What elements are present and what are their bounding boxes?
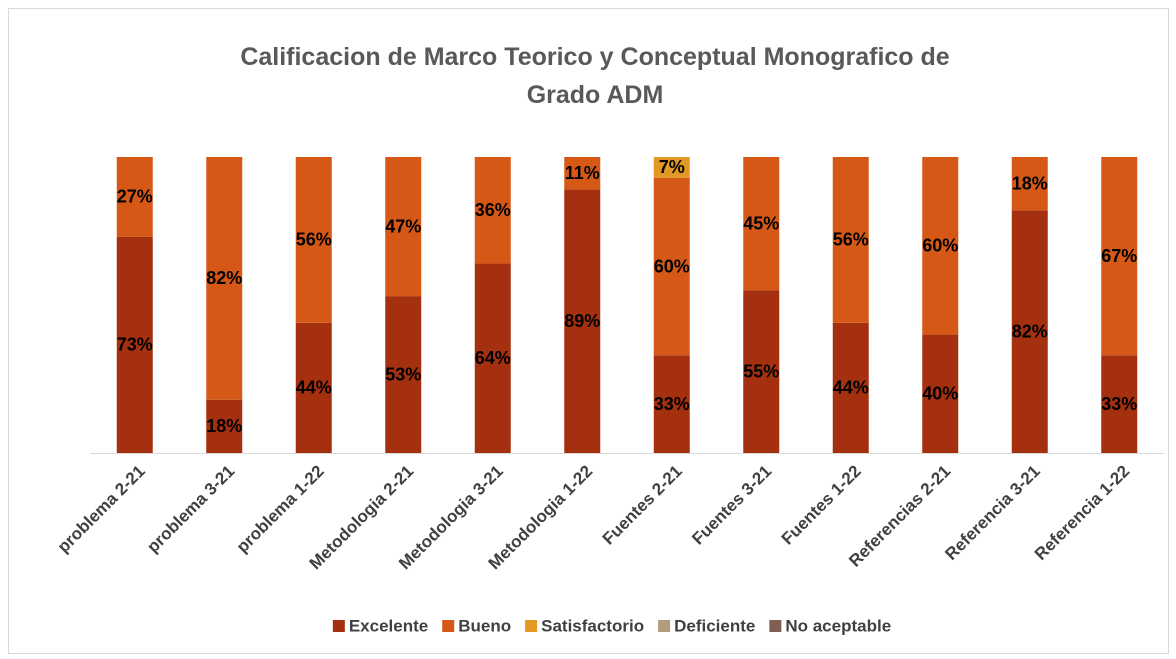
legend-swatch bbox=[332, 620, 345, 632]
data-label: 33% bbox=[654, 394, 690, 414]
data-label: 7% bbox=[659, 157, 685, 177]
data-label: 27% bbox=[117, 187, 153, 207]
data-label: 44% bbox=[296, 378, 332, 398]
bar-segment bbox=[474, 157, 511, 264]
data-label: 64% bbox=[475, 348, 511, 368]
legend-label: Satisfactorio bbox=[541, 616, 644, 635]
data-label: 67% bbox=[1101, 246, 1137, 266]
x-tick-label: problema 1-22 bbox=[233, 462, 328, 557]
data-label: 33% bbox=[1101, 394, 1137, 414]
data-label: 56% bbox=[833, 230, 869, 250]
legend-swatch bbox=[658, 620, 671, 632]
legend-swatch bbox=[769, 620, 782, 632]
bar-segment bbox=[564, 189, 601, 453]
data-label: 60% bbox=[922, 236, 958, 256]
data-label: 89% bbox=[564, 311, 600, 331]
bar-segment bbox=[653, 355, 690, 453]
bar-segment bbox=[653, 177, 690, 356]
data-label: 82% bbox=[206, 268, 242, 288]
bar-segment bbox=[474, 263, 511, 453]
x-tick-label: problema 3-21 bbox=[143, 462, 238, 557]
data-label: 45% bbox=[743, 213, 779, 233]
bar-segment bbox=[1011, 210, 1048, 453]
legend-label: No aceptable bbox=[785, 616, 891, 635]
x-tick-label: problema 2-21 bbox=[54, 462, 149, 557]
legend-swatch bbox=[442, 620, 455, 632]
bar-segment bbox=[832, 157, 869, 323]
data-label: 82% bbox=[1012, 321, 1048, 341]
data-label: 18% bbox=[1012, 173, 1048, 193]
chart-frame bbox=[8, 8, 1169, 654]
data-label: 18% bbox=[206, 416, 242, 436]
bar-segment bbox=[385, 296, 422, 453]
data-label: 36% bbox=[475, 200, 511, 220]
data-label: 53% bbox=[385, 364, 421, 384]
bar-segment bbox=[116, 236, 153, 453]
chart-title: Calificacion de Marco Teorico y Conceptu… bbox=[240, 43, 950, 109]
bar-segment bbox=[295, 322, 332, 453]
bar-segment bbox=[1011, 157, 1048, 211]
data-label: 56% bbox=[296, 230, 332, 250]
bar-segment bbox=[295, 157, 332, 323]
bar-segment bbox=[1101, 355, 1138, 453]
data-label: 55% bbox=[743, 361, 779, 381]
data-label: 11% bbox=[565, 163, 600, 183]
x-tick-label: Referencia 1-22 bbox=[1031, 462, 1133, 564]
data-label: 40% bbox=[922, 384, 958, 404]
x-tick-label: Fuentes 1-22 bbox=[778, 462, 865, 549]
legend-label: Excelente bbox=[349, 616, 428, 635]
legend-swatch bbox=[525, 620, 538, 632]
data-label: 44% bbox=[833, 378, 869, 398]
bar-segment bbox=[564, 157, 601, 190]
bar-segment bbox=[743, 290, 780, 453]
bar-segment bbox=[922, 334, 959, 453]
bar-segment bbox=[832, 322, 869, 453]
data-label: 60% bbox=[654, 256, 690, 276]
bar-segment bbox=[653, 157, 690, 178]
x-tick-label: Fuentes 3-21 bbox=[688, 462, 775, 549]
bar-segment bbox=[922, 157, 959, 335]
bar-segment bbox=[1101, 157, 1138, 356]
legend-label: Bueno bbox=[458, 616, 511, 635]
data-label: 47% bbox=[385, 216, 421, 236]
bar-segment bbox=[206, 157, 243, 400]
x-tick-label: Fuentes 2-21 bbox=[599, 462, 686, 549]
bar-segment bbox=[116, 157, 153, 237]
x-tick-label: Referencia 3-21 bbox=[941, 462, 1043, 564]
bar-segment bbox=[206, 399, 243, 453]
bar-segment bbox=[743, 157, 780, 291]
legend-label: Deficiente bbox=[674, 616, 755, 635]
data-label: 73% bbox=[117, 335, 153, 355]
bar-segment bbox=[385, 157, 422, 297]
